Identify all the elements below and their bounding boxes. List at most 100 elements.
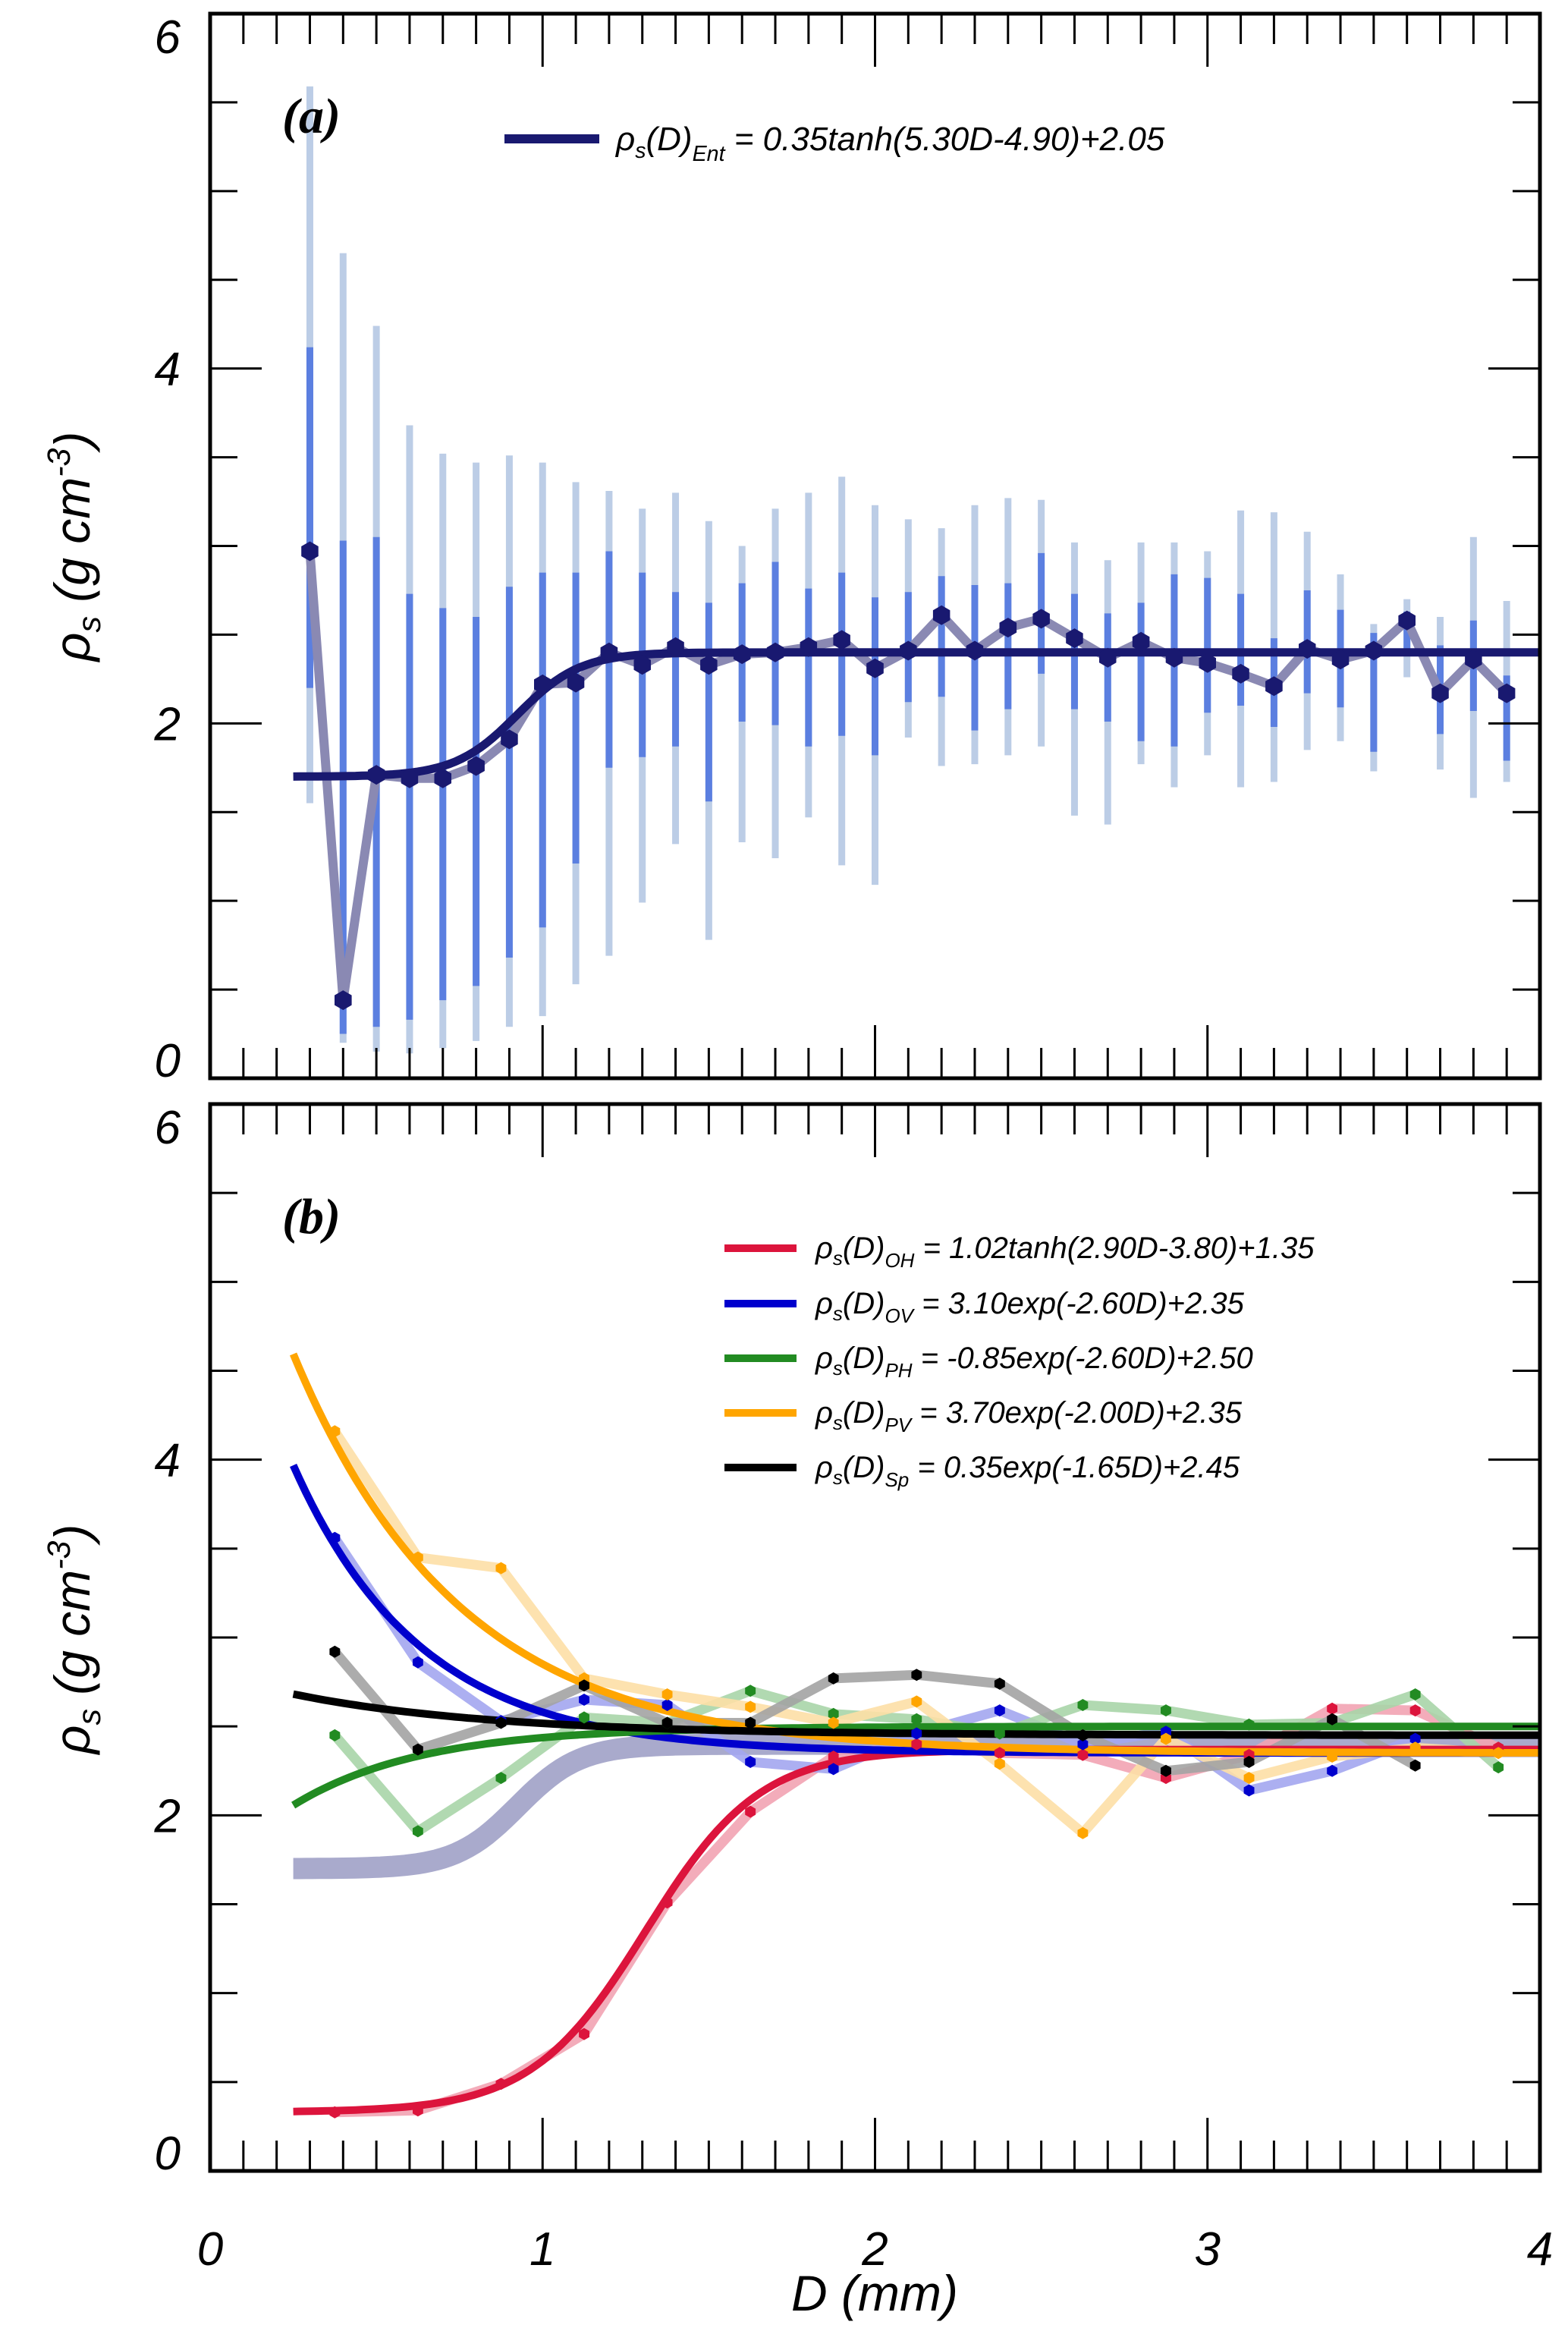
data-point-sp	[1077, 1729, 1089, 1741]
data-point-ov	[579, 1694, 589, 1706]
y-tick-label: 0	[155, 2128, 181, 2180]
data-point	[600, 642, 618, 662]
y-tick-label: 2	[154, 698, 181, 750]
data-point	[1365, 640, 1383, 661]
panel-label: (b)	[282, 1189, 341, 1244]
axes: 0 2 4 6	[154, 11, 1542, 1087]
data-point	[1465, 650, 1482, 670]
data-point-pv	[661, 1688, 673, 1700]
x-tick-label: 4	[1527, 2223, 1553, 2276]
data-point-sp	[745, 1716, 756, 1729]
legend-entry-pv: ρs(D)PV = 3.70exp(-2.00D)+2.35	[724, 1396, 1243, 1436]
data-point-sp	[413, 1743, 423, 1756]
legend-label-pv: ρs(D)PV = 3.70exp(-2.00D)+2.35	[815, 1396, 1243, 1436]
legend-entry-sp: ρs(D)Sp = 0.35exp(-1.65D)+2.45	[724, 1451, 1240, 1491]
data-point	[567, 672, 585, 693]
data-point-oh	[911, 1738, 922, 1751]
panel-a: 0 2 4 6 (a) ρs(D)Ent = 0.35tanh(5.30D-4.90)…	[41, 11, 1542, 1087]
data-point-ph	[1493, 1761, 1504, 1774]
data-point-sp	[1409, 1759, 1421, 1772]
y-tick-label: 2	[154, 1790, 181, 1842]
data-point-ov	[994, 1704, 1005, 1717]
data-point-sp	[329, 1645, 341, 1658]
data-point-ov	[911, 1727, 922, 1740]
legend: ρs(D)OH = 1.02tanh(2.90D-3.80)+1.35 ρs(D…	[724, 1232, 1315, 1491]
data-point	[733, 644, 751, 665]
data-point-pv	[1409, 1741, 1421, 1754]
data-point-ph	[495, 1772, 507, 1785]
data-point	[866, 658, 884, 678]
legend-label-sp: ρs(D)Sp = 0.35exp(-1.65D)+2.45	[815, 1451, 1240, 1491]
data-point-oh	[1327, 1702, 1337, 1715]
y-tick-label: 6	[155, 1102, 181, 1154]
data-point	[1032, 609, 1050, 629]
data-point	[1132, 631, 1150, 652]
x-tick-label: 0	[197, 2223, 223, 2276]
data-point-sp	[994, 1677, 1005, 1690]
observation-lines	[330, 1428, 1502, 2118]
error-bars	[306, 86, 1510, 1054]
y-tick-label: 4	[155, 344, 181, 396]
data-point-ov	[828, 1763, 839, 1776]
data-point	[501, 729, 518, 750]
data-point	[800, 637, 818, 657]
data-point	[700, 655, 718, 675]
x-tick-label: 1	[529, 2223, 555, 2276]
data-point	[467, 756, 485, 776]
data-point-ph	[413, 1825, 423, 1838]
data-point	[633, 655, 651, 675]
legend-entry-ov: ρs(D)OV = 3.10exp(-2.60D)+2.35	[724, 1287, 1245, 1327]
data-point-ov	[1077, 1738, 1089, 1751]
data-point-pv	[1243, 1772, 1255, 1785]
data-point-sp	[1243, 1756, 1255, 1768]
legend-entry-oh: ρs(D)OH = 1.02tanh(2.90D-3.80)+1.35	[724, 1232, 1315, 1272]
data-point-ov	[329, 1531, 341, 1544]
x-axis-label: D (mm)	[791, 2265, 958, 2321]
data-point-ph	[745, 1685, 756, 1697]
data-point-ph	[579, 1711, 589, 1724]
data-point-sp	[661, 1716, 673, 1729]
data-point-sp	[1161, 1764, 1171, 1777]
data-point-pv	[911, 1695, 922, 1708]
observation-points	[301, 541, 1516, 1011]
data-point-ov	[1327, 1764, 1337, 1777]
observation-line-sp	[331, 1648, 1418, 1776]
data-point	[1431, 683, 1449, 703]
data-point	[335, 990, 352, 1011]
data-point	[1265, 676, 1283, 697]
data-point-pv	[828, 1716, 839, 1729]
data-point	[1165, 647, 1183, 668]
observation-points	[329, 1425, 1504, 2119]
y-tick-label: 6	[155, 11, 181, 64]
data-point-ph	[1243, 1718, 1255, 1731]
legend-entry-ent: ρs(D)Ent = 0.35tanh(5.30D-4.90)+2.05	[614, 121, 1165, 166]
data-point	[1199, 653, 1216, 673]
legend-entry-ph: ρs(D)PH = -0.85exp(-2.60D)+2.50	[724, 1342, 1253, 1382]
legend-label-ph: ρs(D)PH = -0.85exp(-2.60D)+2.50	[815, 1342, 1253, 1382]
data-point-oh	[1077, 1748, 1089, 1761]
data-point-ov	[661, 1699, 673, 1711]
y-tick-label: 0	[155, 1035, 181, 1087]
data-point-pv	[495, 1562, 507, 1575]
data-point-oh	[745, 1805, 756, 1818]
y-axis-label: ρs (g cm-3)	[41, 1524, 108, 1756]
data-point-pv	[1161, 1732, 1171, 1745]
legend-label-ov: ρs(D)OV = 3.10exp(-2.60D)+2.35	[815, 1287, 1245, 1327]
data-point-sp	[495, 1716, 507, 1729]
data-point	[932, 605, 951, 625]
data-point	[1066, 628, 1083, 649]
legend: ρs(D)Ent = 0.35tanh(5.30D-4.90)+2.05	[504, 121, 1165, 166]
data-point	[534, 674, 551, 694]
data-point-oh	[1409, 1704, 1421, 1717]
data-point-pv	[994, 1757, 1005, 1770]
data-point	[367, 765, 385, 785]
data-point-sp	[1327, 1713, 1337, 1726]
data-point	[667, 637, 684, 657]
data-point-ov	[1243, 1784, 1255, 1797]
data-point-oh	[661, 1896, 673, 1909]
x-tick-label: 2	[861, 2223, 888, 2276]
legend-label-oh: ρs(D)OH = 1.02tanh(2.90D-3.80)+1.35	[815, 1232, 1315, 1272]
data-point	[1232, 663, 1249, 684]
data-point-pv	[1077, 1826, 1089, 1839]
